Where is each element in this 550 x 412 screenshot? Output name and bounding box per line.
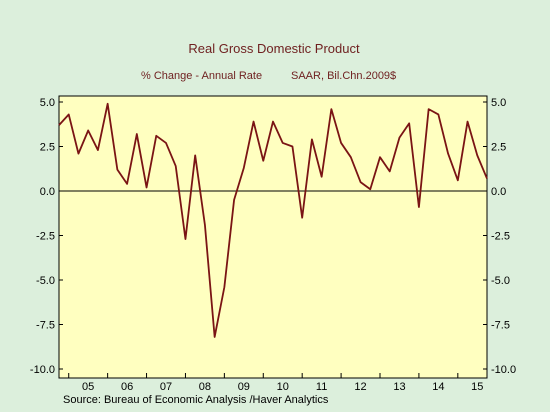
chart-subtitle-right: SAAR, Bil.Chn.2009$ [291,70,396,82]
y-tick-label-left: 5.0 [40,97,55,109]
y-tick-label-left: -2.5 [36,231,55,243]
chart-marks: 5.0 5.0 2.5 2.5 0.0 0.0 -2.5 -2.5 -5.0 -5.0 -7.5 -7… [30,97,516,393]
x-tick-label: 05 [82,381,94,393]
y-tick-label-left: 0.0 [40,186,55,198]
x-tick-label: 10 [277,381,289,393]
y-tick-label-right: -5.0 [491,275,510,287]
y-tick-label-right: -7.5 [491,320,510,332]
x-tick-label: 09 [238,381,250,393]
chart-source: Source: Bureau of Economic Analysis /Hav… [63,394,329,406]
plot-area [58,95,488,379]
y-tick-label-left: -5.0 [36,275,55,287]
y-tick-label-right: 5.0 [491,97,506,109]
y-tick-label-right: 2.5 [491,142,506,154]
chart-subtitle-left: % Change - Annual Rate [141,70,262,82]
x-tick-label: 07 [160,381,172,393]
y-tick-label-right: -2.5 [491,231,510,243]
x-tick-label: 13 [393,381,405,393]
x-tick-label: 12 [354,381,366,393]
y-tick-label-right: -10.0 [491,364,516,376]
x-tick-label: 15 [471,381,483,393]
x-tick-label: 06 [121,381,133,393]
y-tick-label-left: -10.0 [30,364,55,376]
series-line [58,102,488,338]
chart-title: Real Gross Domestic Product [188,41,360,56]
y-tick-label-left: 2.5 [40,142,55,154]
x-tick-label: 08 [199,381,211,393]
x-tick-label: 14 [432,381,444,393]
y-tick-label-right: 0.0 [491,186,506,198]
y-tick-label-left: -7.5 [36,320,55,332]
x-tick-label: 11 [316,381,327,393]
